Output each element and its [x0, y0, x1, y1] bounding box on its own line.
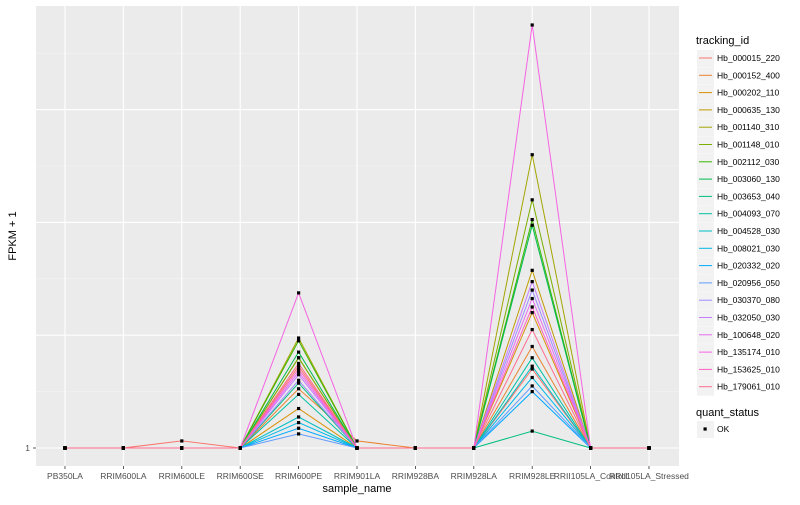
y-tick-label-0: 1 [25, 443, 30, 453]
legend-label-9: Hb_004093_070 [717, 209, 780, 219]
point-Hb_179061_010-RRIM928BA [413, 446, 417, 450]
point-Hb_000152_400-RRIM928LE [530, 344, 534, 349]
x-tick-label-4: RRIM600PE [275, 471, 323, 481]
point-Hb_179061_010-RRIM600PE [297, 361, 301, 365]
point-Hb_000015_220-RRIM600LE [180, 439, 184, 443]
legend-label-14: Hb_030370_080 [717, 295, 780, 305]
point-Hb_032050_030-RRIM600PE [297, 373, 301, 377]
point-Hb_000202_110-RRIM928LE [530, 311, 534, 315]
y-axis-title: FPKM + 1 [7, 211, 19, 260]
point-Hb_135174_010-RRIM600PE [297, 291, 301, 295]
x-tick-label-7: RRIM928LA [451, 471, 498, 481]
axes: PB350LA RRIM600LA RRIM600LE RRIM600SE RRIM60… [25, 443, 689, 481]
x-tick-label-0: PB350LA [47, 471, 83, 481]
point-Hb_179061_010-RRIM600LA [121, 446, 125, 450]
legend-title: tracking_id [696, 35, 749, 47]
point-Hb_004528_030-RRIM928LE [530, 364, 534, 368]
point-Hb_004528_030-RRIM600PE [297, 415, 301, 419]
point-Hb_000015_220-RRIM928LE [530, 367, 534, 371]
legend-label-2: Hb_000202_110 [717, 88, 780, 98]
legend-items: Hb_000015_220 Hb_000152_400 Hb_000202_110 H… [697, 50, 780, 396]
x-tick-label-3: RRIM600SE [217, 471, 265, 481]
point-Hb_179061_010-RRII105LA_Stressed [647, 446, 651, 450]
quant-legend-key-point-0 [703, 427, 707, 431]
legend-label-10: Hb_004528_030 [717, 226, 780, 236]
point-Hb_003653_040-RRIM928LE [530, 429, 534, 433]
x-axis-title: sample_name [322, 483, 391, 495]
point-Hb_032050_030-RRIM928LE [530, 280, 534, 284]
point-Hb_020332_020-RRIM928LE [530, 390, 534, 394]
legend-label-5: Hb_001148_010 [717, 140, 780, 150]
point-Hb_003653_040-RRIM600PE [297, 381, 301, 385]
point-Hb_179061_010-PB350LA [63, 446, 67, 450]
x-tick-label-1: RRIM600LA [100, 471, 147, 481]
point-Hb_020956_050-RRIM928LE [530, 384, 534, 388]
point-Hb_008021_030-RRIM928LE [530, 375, 534, 380]
data-points [63, 23, 651, 450]
x-tick-label-9: RRII105LA_Control [554, 471, 628, 481]
point-Hb_000635_130-RRIM928LE [530, 268, 534, 272]
legend-label-7: Hb_003060_130 [717, 174, 780, 184]
point-Hb_020956_050-RRIM600PE [297, 432, 301, 436]
point-Hb_153625_010-RRIM928LE [530, 305, 534, 309]
legend-label-3: Hb_000635_130 [717, 105, 780, 115]
point-Hb_004093_070-RRIM928LE [530, 356, 534, 360]
legend-label-19: Hb_179061_010 [717, 382, 780, 392]
point-Hb_008021_030-RRIM600PE [297, 421, 301, 425]
point-Hb_000015_220-RRIM600PE [297, 364, 301, 368]
legend: tracking_id Hb_000015_220Hb_000152_400Hb… [696, 35, 780, 438]
legend-label-18: Hb_153625_010 [717, 364, 780, 374]
x-tick-label-10: RRII105LA_Stressed [609, 471, 689, 481]
x-tick-label-2: RRIM600LE [159, 471, 206, 481]
point-Hb_153625_010-RRIM600PE [297, 367, 301, 371]
legend-label-15: Hb_032050_030 [717, 313, 780, 323]
point-Hb_000152_400-RRIM600PE [297, 387, 301, 391]
point-Hb_020332_020-RRIM600PE [297, 426, 301, 430]
point-Hb_002112_030-RRIM600PE [297, 339, 301, 343]
point-Hb_179061_010-RRII105LA_Control [589, 446, 593, 450]
legend-label-6: Hb_002112_030 [717, 157, 780, 167]
point-Hb_003060_130-RRIM600PE [297, 350, 301, 354]
quant-legend-label-0: OK [717, 424, 730, 434]
point-Hb_030370_080-RRIM600PE [297, 378, 301, 382]
legend-label-0: Hb_000015_220 [717, 53, 780, 63]
point-Hb_030370_080-RRIM928LE [530, 288, 534, 292]
point-Hb_100648_020-RRIM928LE [530, 296, 534, 301]
legend-label-1: Hb_000152_400 [717, 70, 780, 80]
point-Hb_004093_070-RRIM600PE [297, 392, 301, 397]
point-Hb_000152_400-RRIM901LA [355, 439, 359, 443]
point-Hb_179061_010-RRIM600SE [238, 446, 242, 450]
point-Hb_100648_020-RRIM600PE [297, 370, 301, 374]
quant-status-legend-title: quant_status [696, 407, 759, 419]
quant-status-legend-items: OK [697, 421, 730, 438]
point-Hb_179061_010-RRIM928LA [472, 446, 476, 450]
legend-label-8: Hb_003653_040 [717, 191, 780, 201]
point-Hb_179061_010-RRIM901LA [355, 446, 359, 450]
point-Hb_135174_010-RRIM928LE [530, 23, 534, 27]
legend-label-13: Hb_020956_050 [717, 278, 780, 288]
legend-label-16: Hb_100648_020 [717, 330, 780, 340]
point-Hb_000202_110-RRIM600PE [297, 406, 301, 411]
point-Hb_001140_310-RRIM928LE [530, 153, 534, 157]
legend-label-17: Hb_135174_010 [717, 347, 780, 357]
point-Hb_179061_010-RRIM928LE [530, 327, 534, 332]
x-tick-label-5: RRIM901LA [334, 471, 381, 481]
point-Hb_001148_010-RRIM928LE [530, 198, 534, 202]
point-Hb_179061_010-RRIM600LE [180, 446, 184, 450]
legend-label-11: Hb_008021_030 [717, 243, 780, 253]
point-Hb_001140_310-RRIM600PE [297, 336, 301, 340]
point-Hb_003060_130-RRIM928LE [530, 223, 534, 227]
point-Hb_001148_010-RRIM600PE [297, 356, 301, 360]
legend-label-12: Hb_020332_020 [717, 261, 780, 271]
x-tick-label-6: RRIM928BA [392, 471, 440, 481]
point-Hb_002112_030-RRIM928LE [530, 217, 534, 222]
x-tick-label-8: RRIM928LE [509, 471, 556, 481]
legend-label-4: Hb_001140_310 [717, 122, 780, 132]
